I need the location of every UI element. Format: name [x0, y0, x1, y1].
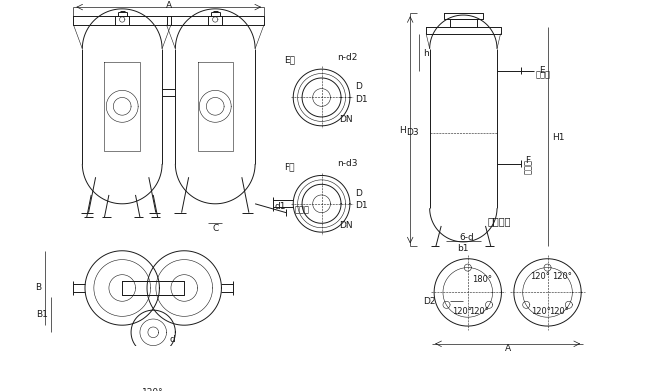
Text: H: H [399, 126, 406, 135]
Text: F向: F向 [284, 162, 295, 171]
Text: 120°: 120° [530, 272, 550, 281]
Text: h: h [423, 48, 429, 57]
Text: 120°: 120° [531, 307, 552, 316]
Text: b1: b1 [458, 244, 469, 253]
Text: 出油口: 出油口 [536, 71, 551, 80]
Text: 排污口: 排污口 [295, 206, 310, 215]
Polygon shape [122, 281, 185, 295]
Text: 120°: 120° [469, 307, 490, 316]
Text: D: D [355, 189, 362, 198]
Text: F: F [526, 156, 531, 165]
Text: 120°: 120° [549, 307, 569, 316]
Text: DN: DN [339, 115, 353, 124]
Text: d: d [169, 335, 175, 344]
Text: 180°: 180° [472, 274, 492, 283]
Text: 回油口: 回油口 [524, 159, 533, 174]
Text: D1: D1 [355, 201, 368, 210]
Text: 120°: 120° [452, 307, 471, 316]
Text: E向: E向 [284, 56, 295, 65]
Text: 120°: 120° [552, 272, 572, 281]
Text: E: E [539, 66, 544, 75]
Text: n-d3: n-d3 [338, 160, 358, 169]
Text: DN: DN [339, 221, 353, 230]
Text: H1: H1 [552, 133, 565, 142]
Text: A: A [505, 344, 511, 353]
Text: A: A [166, 1, 171, 10]
Text: D1: D1 [355, 95, 368, 104]
Text: D3: D3 [406, 128, 419, 137]
Text: B: B [35, 283, 42, 292]
Text: 6-d: 6-d [459, 233, 473, 242]
Text: d1: d1 [274, 202, 286, 211]
Text: 地脚尺寸: 地脚尺寸 [487, 217, 511, 226]
Text: n-d2: n-d2 [338, 53, 358, 62]
Text: 120°: 120° [142, 388, 164, 391]
Text: D2: D2 [423, 297, 436, 306]
Text: C: C [212, 224, 218, 233]
Text: D: D [355, 83, 362, 91]
Text: B1: B1 [36, 310, 48, 319]
